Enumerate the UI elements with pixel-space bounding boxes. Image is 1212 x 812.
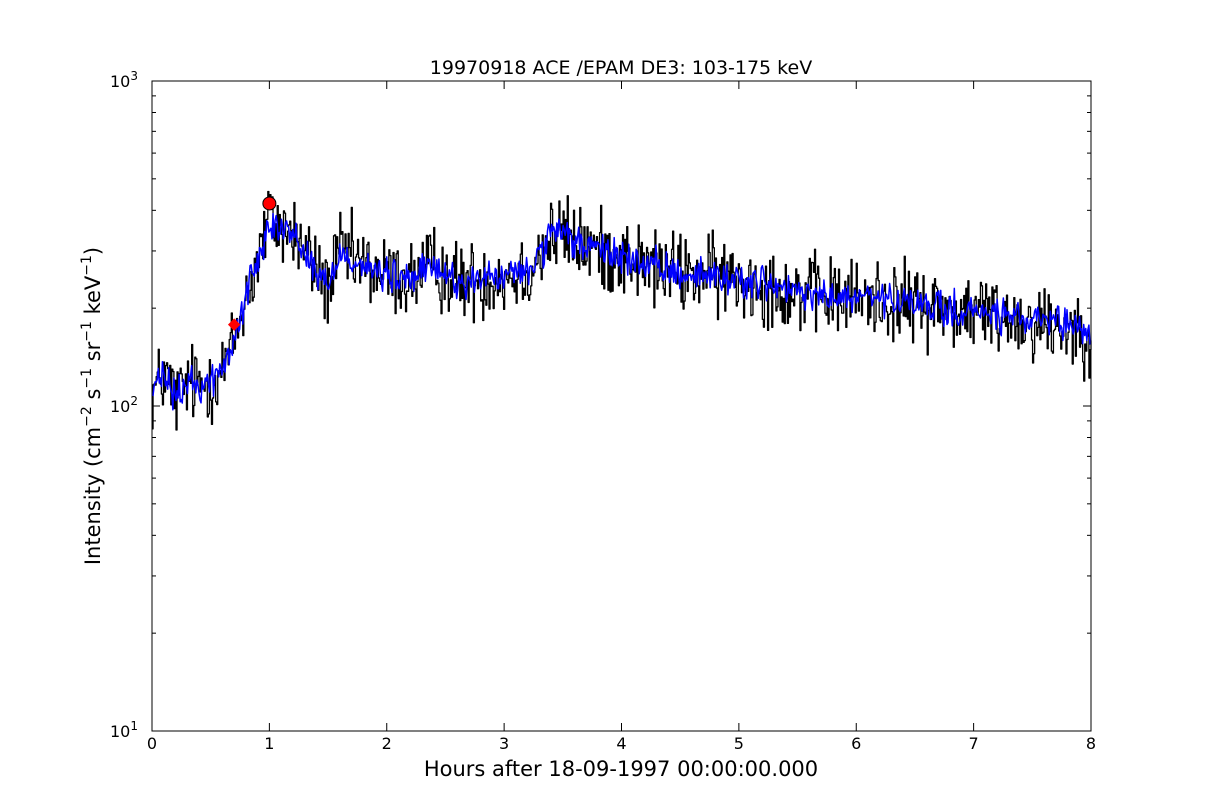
y-label-kev: keV: [81, 275, 105, 321]
y-axis-label: Intensity (cm−2 s−1 sr−1 keV−1): [79, 247, 105, 565]
y-label-sr: sr: [81, 341, 105, 368]
data-layer: [151, 190, 1092, 431]
axes-layer: 0 1 2 3 4 5 6 7 8 101 102 103: [110, 69, 1096, 753]
x-tick-label: 0: [147, 734, 157, 753]
x-tick-label: 2: [382, 734, 392, 753]
x-tick-label: 8: [1086, 734, 1096, 753]
x-tick-label: 4: [616, 734, 626, 753]
y-label-exp1: −2: [79, 406, 95, 427]
onset-marker: [227, 318, 241, 331]
y-label-exp4: −1: [79, 255, 95, 276]
y-tick-label: 101: [110, 719, 138, 741]
series-line-1: [151, 212, 1092, 411]
y-label-exp3: −1: [79, 321, 95, 342]
y-label-prefix: Intensity (cm: [81, 427, 105, 565]
series-line-0: [152, 190, 1092, 431]
peak-marker: [262, 196, 277, 211]
x-tick-label: 1: [264, 734, 274, 753]
x-axis-label: Hours after 18-09-1997 00:00:00.000: [424, 757, 818, 781]
y-label-exp2: −1: [79, 368, 95, 389]
y-label-s: s: [81, 389, 105, 407]
x-tick-label: 3: [499, 734, 509, 753]
chart-title: 19970918 ACE /EPAM DE3: 103-175 keV: [430, 57, 812, 79]
y-tick-label: 103: [110, 69, 138, 91]
x-tick-label: 6: [851, 734, 861, 753]
plot-frame: [151, 80, 1092, 732]
y-tick-label: 102: [110, 394, 138, 416]
y-label-suffix: ): [81, 247, 105, 255]
x-tick-label: 7: [969, 734, 979, 753]
x-tick-label: 5: [734, 734, 744, 753]
